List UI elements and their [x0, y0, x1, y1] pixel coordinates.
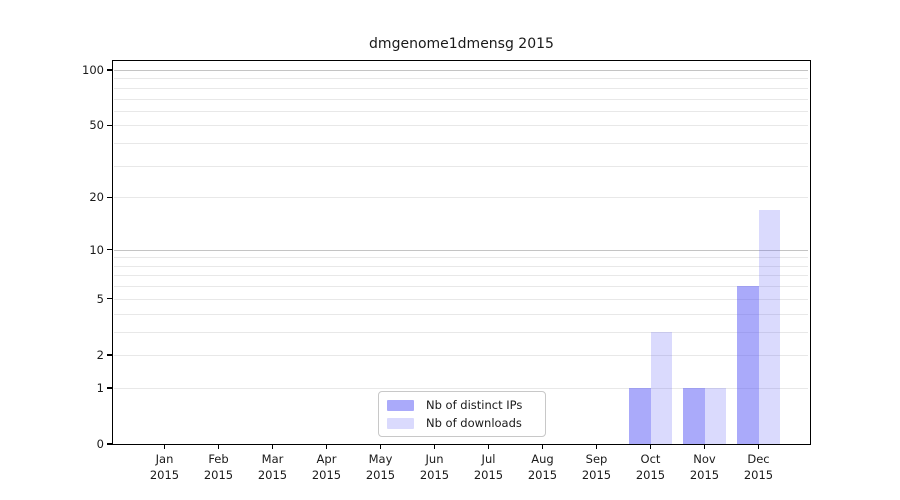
bar-downloads-Nov: [704, 387, 726, 444]
y-tick-mark: [107, 387, 112, 389]
bar-distinct-ips-Dec: [737, 286, 759, 444]
bar-downloads-Oct: [650, 331, 672, 444]
x-tick-label: Sep 2015: [581, 452, 612, 482]
minor-gridline: [114, 110, 808, 112]
minor-gridline: [114, 298, 808, 300]
legend-swatch-distinct-ips: [387, 399, 414, 411]
minor-gridline: [114, 197, 808, 199]
x-tick-label: Aug 2015: [527, 452, 558, 482]
x-tick-label: Nov 2015: [689, 452, 720, 482]
x-tick-label: Mar 2015: [257, 452, 288, 482]
legend-row-downloads: Nb of downloads: [387, 416, 537, 430]
minor-gridline: [114, 354, 808, 356]
x-tick-mark: [757, 444, 760, 449]
y-tick-label: 10: [89, 242, 104, 257]
x-tick-label: Jun 2015: [419, 452, 450, 482]
bar-distinct-ips-Nov: [683, 387, 705, 444]
legend-row-distinct-ips: Nb of distinct IPs: [387, 398, 537, 412]
bar-distinct-ips-Oct: [629, 387, 651, 444]
chart-title: dmgenome1dmensg 2015: [369, 36, 554, 52]
major-gridline: [114, 249, 808, 251]
y-tick-mark: [107, 298, 112, 300]
y-tick-mark: [107, 196, 112, 198]
minor-gridline: [114, 286, 808, 288]
legend-label-downloads: Nb of downloads: [426, 416, 522, 430]
minor-gridline: [114, 331, 808, 333]
minor-gridline: [114, 143, 808, 145]
x-tick-mark: [325, 444, 328, 449]
y-tick-label: 2: [96, 347, 104, 362]
x-tick-label: Apr 2015: [311, 452, 342, 482]
x-tick-mark: [379, 444, 382, 449]
x-tick-mark: [433, 444, 436, 449]
x-tick-mark: [217, 444, 220, 449]
minor-gridline: [114, 87, 808, 89]
x-tick-mark: [163, 444, 166, 449]
y-tick-mark: [107, 443, 112, 445]
y-tick-mark: [107, 124, 112, 127]
minor-gridline: [114, 257, 808, 259]
legend: Nb of distinct IPs Nb of downloads: [378, 391, 546, 437]
major-gridline: [114, 69, 808, 71]
x-tick-mark: [541, 444, 544, 449]
minor-gridline: [114, 78, 808, 80]
x-tick-label: Dec 2015: [743, 452, 774, 482]
bar-downloads-Dec: [758, 209, 780, 444]
y-tick-mark: [107, 248, 112, 251]
legend-swatch-downloads: [387, 417, 414, 429]
minor-gridline: [114, 125, 808, 127]
y-tick-label: 20: [89, 190, 104, 205]
y-tick-label: 50: [89, 118, 104, 133]
y-tick-label: 5: [96, 291, 104, 306]
minor-gridline: [114, 165, 808, 167]
y-tick-label: 1: [96, 380, 104, 395]
x-tick-mark: [271, 444, 274, 449]
x-tick-label: Oct 2015: [635, 452, 666, 482]
x-tick-label: Jan 2015: [149, 452, 180, 482]
y-tick-mark: [107, 354, 112, 356]
legend-label-distinct-ips: Nb of distinct IPs: [426, 398, 523, 412]
minor-gridline: [114, 313, 808, 315]
x-tick-mark: [595, 444, 598, 449]
x-tick-label: Feb 2015: [203, 452, 234, 482]
x-tick-label: May 2015: [365, 452, 396, 482]
x-tick-label: Jul 2015: [473, 452, 504, 482]
x-tick-mark: [703, 444, 706, 449]
minor-gridline: [114, 275, 808, 277]
y-tick-mark: [107, 69, 112, 71]
x-tick-mark: [649, 444, 652, 449]
y-tick-label: 100: [82, 62, 104, 77]
minor-gridline: [114, 98, 808, 100]
y-tick-label: 0: [96, 437, 104, 451]
x-tick-mark: [487, 444, 490, 449]
minor-gridline: [114, 265, 808, 267]
minor-gridline: [114, 387, 808, 389]
